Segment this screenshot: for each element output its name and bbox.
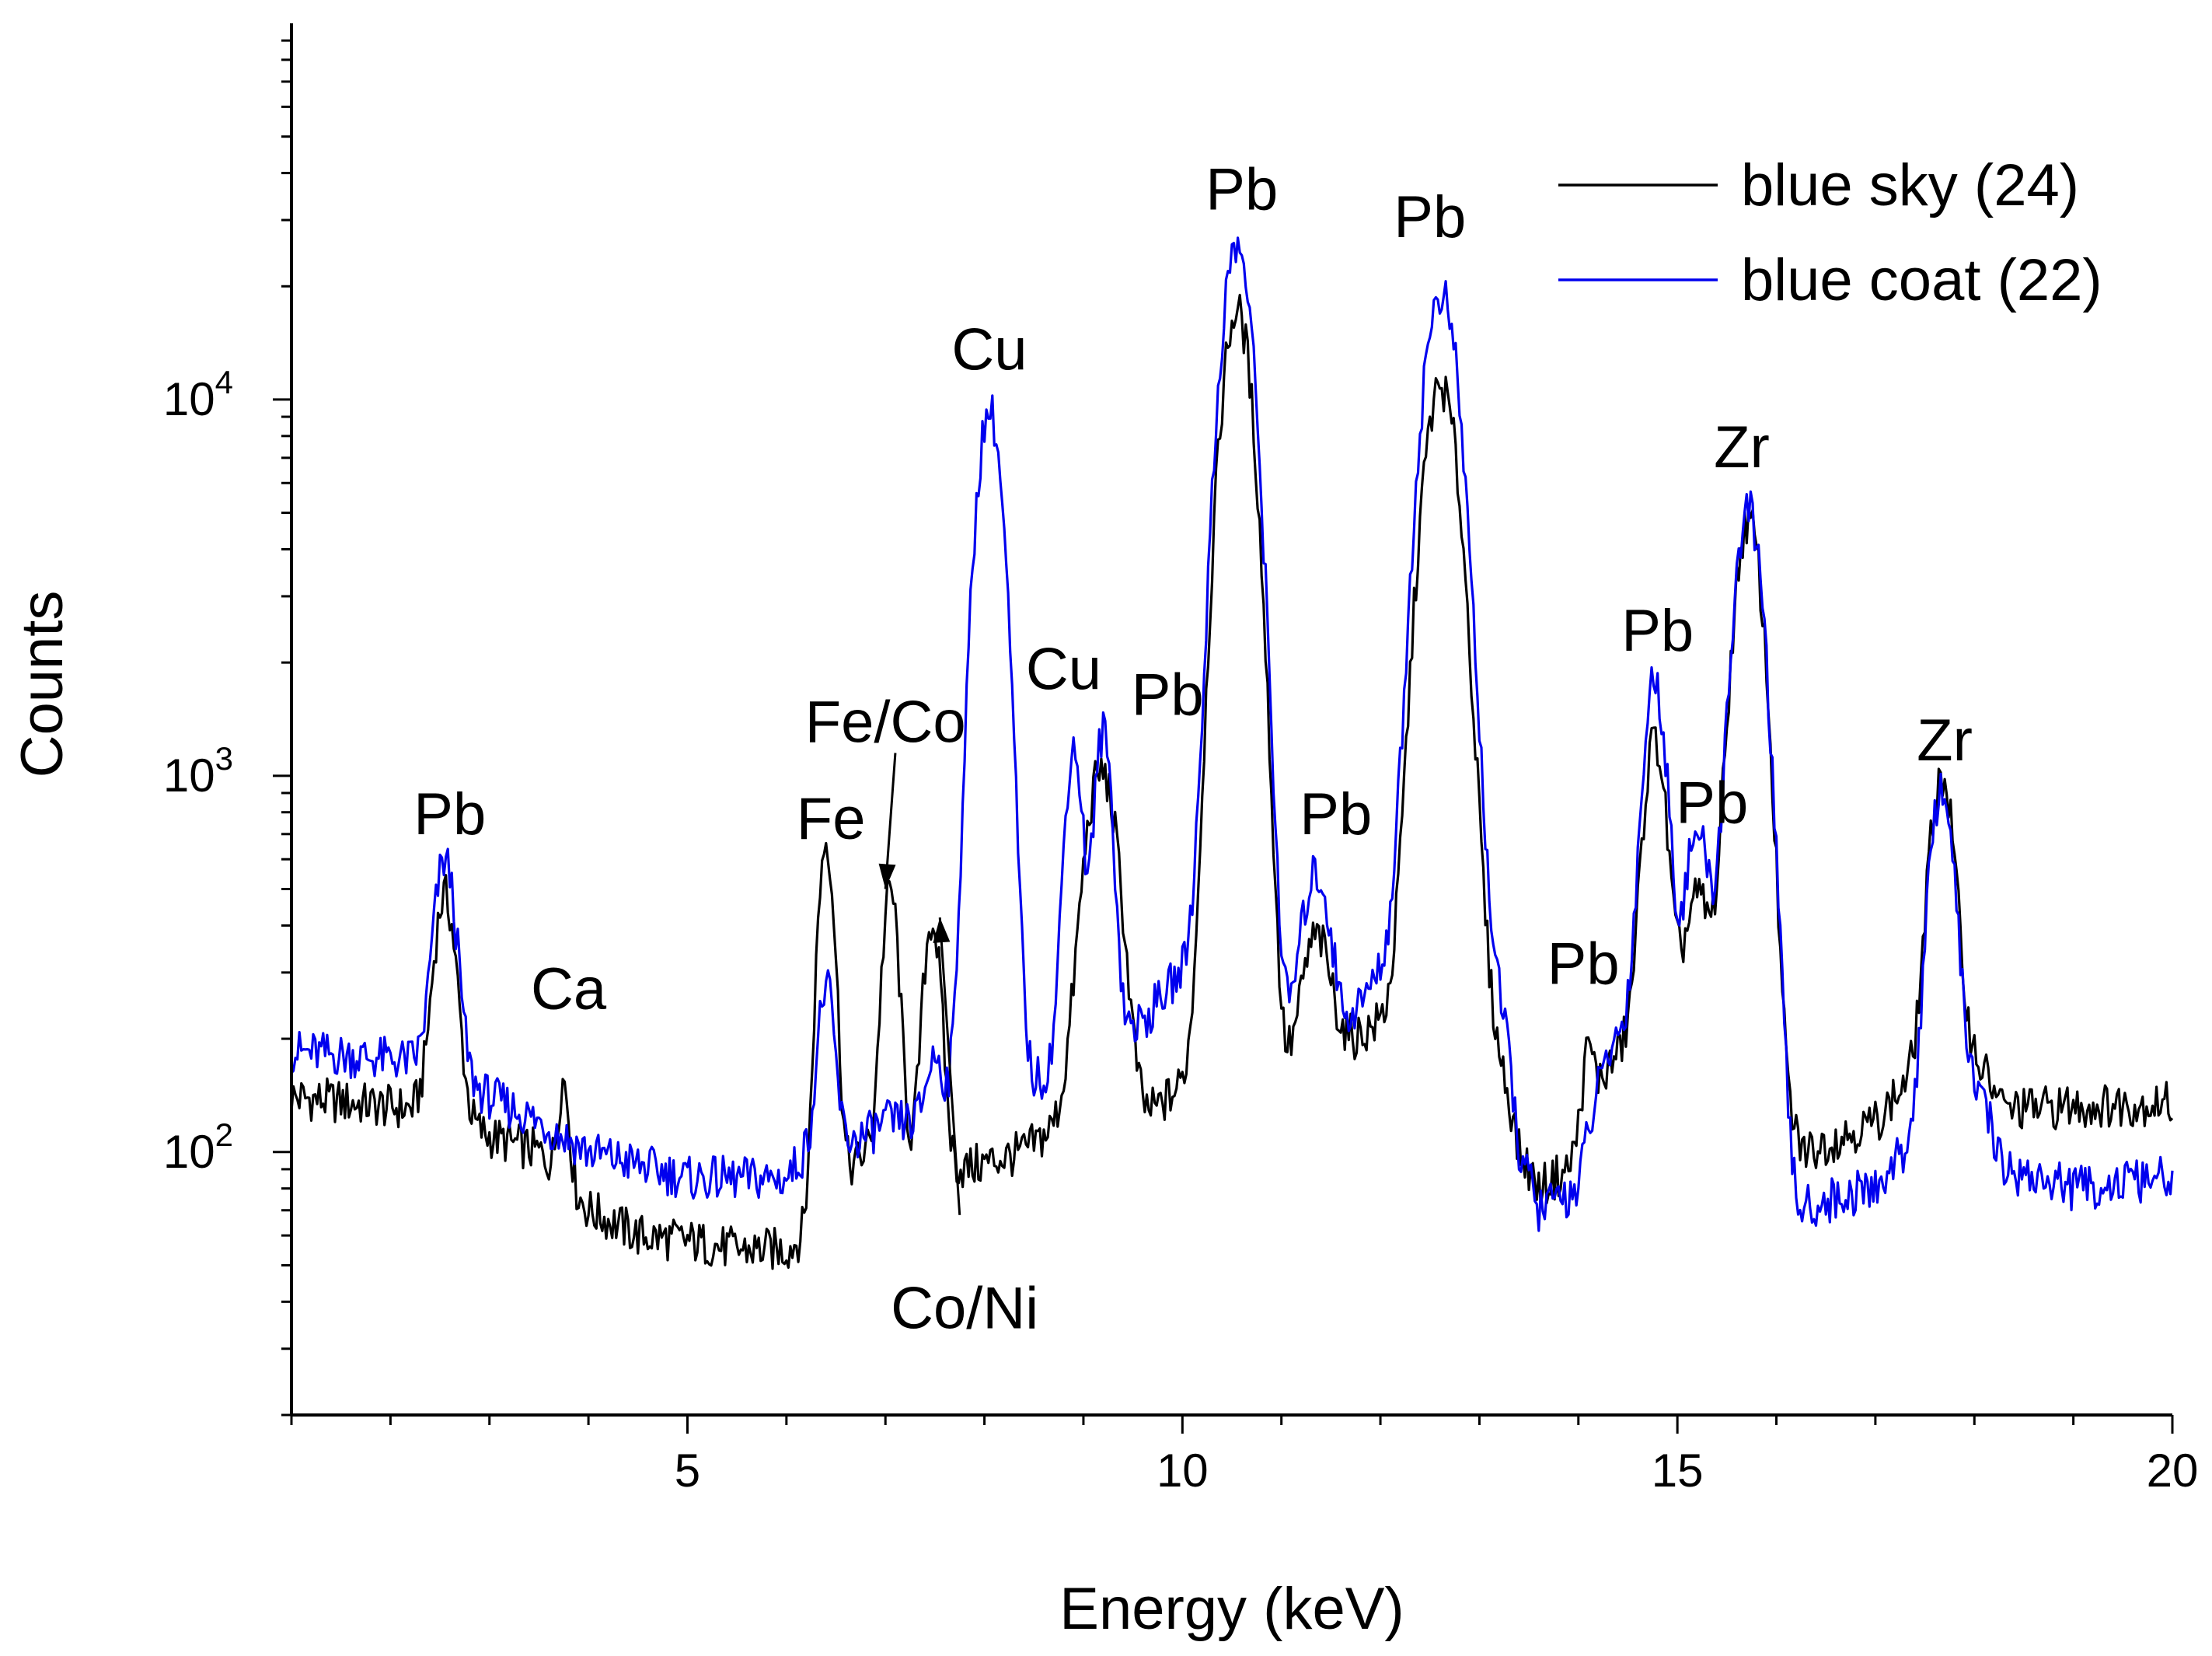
y-tick-label: 104 (163, 364, 233, 425)
peak-label: Zr (1714, 414, 1770, 480)
peak-label: Fe (797, 786, 866, 852)
annotation-arrow-head (878, 863, 896, 889)
annotation-arrows (878, 753, 961, 1215)
y-axis-title: Counts (9, 591, 75, 778)
x-tick-label: 10 (1157, 1445, 1209, 1497)
peak-label: Pb (1676, 770, 1748, 836)
legend-label-blue-coat: blue coat (22) (1741, 247, 2102, 313)
peak-label: Cu (1026, 636, 1101, 702)
peak-label: Pb (1300, 781, 1372, 847)
legend-label-blue-sky: blue sky (24) (1741, 152, 2079, 218)
peak-label: Pb (1547, 931, 1620, 997)
peak-label: Pb (413, 781, 486, 847)
peak-label: Pb (1205, 156, 1278, 222)
peak-label: Pb (1132, 662, 1204, 728)
annotation-arrow-head (933, 917, 951, 943)
peak-label: Co/Ni (891, 1275, 1038, 1341)
series-line-blue-sky (290, 293, 2174, 1270)
x-tick-label: 15 (1652, 1445, 1704, 1497)
peak-label: Cu (951, 317, 1027, 383)
series-line-blue-coat (290, 236, 2174, 1232)
x-tick-label: 5 (675, 1445, 700, 1497)
x-axis-title: Energy (keV) (1059, 1576, 1404, 1642)
peak-label: Fe/Co (805, 689, 966, 755)
legend: blue sky (24) blue coat (22) (1558, 152, 2102, 313)
peak-label: Pb (1621, 598, 1694, 664)
y-tick-label: 103 (163, 740, 233, 802)
peak-label: Pb (1394, 184, 1466, 250)
annotation-arrow-line (938, 917, 961, 1215)
x-tick-label: 20 (2147, 1445, 2199, 1497)
y-tick-label: 102 (163, 1116, 233, 1178)
peak-annotations: Pb Ca Fe Fe/Co Co/Ni Cu Cu Pb Pb Pb Pb Pb Pb Pb Zr Zr (413, 156, 1973, 1341)
y-axis-ticks: 102 103 104 (163, 39, 291, 1417)
peak-label: Zr (1917, 707, 1973, 774)
peak-label: Ca (531, 956, 607, 1022)
x-axis-ticks: 5 10 15 20 (290, 1415, 2199, 1497)
plot-area (290, 236, 2174, 1270)
